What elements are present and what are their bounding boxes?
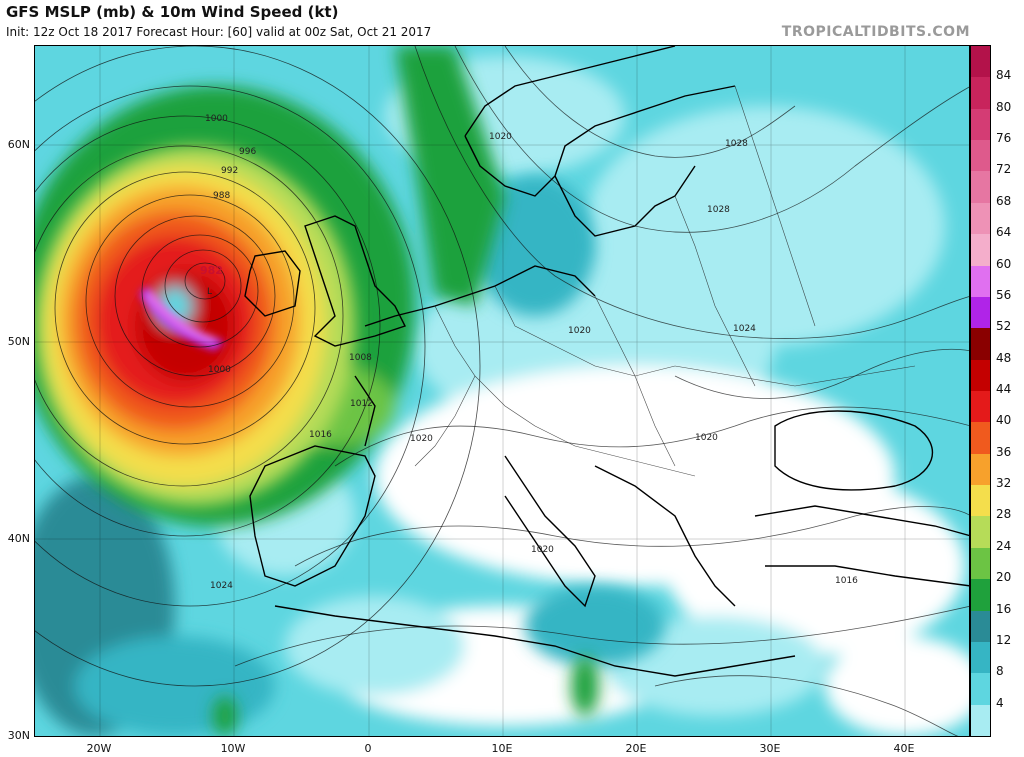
lon-label-20w: 20W <box>86 742 112 755</box>
colorbar-swatch <box>971 579 990 612</box>
colorbar-swatch <box>971 485 990 517</box>
isobar-label: 1008 <box>349 353 372 363</box>
isobars-low <box>35 46 481 687</box>
isobar-label: 1012 <box>350 399 373 409</box>
colorbar-tick-label: 40 <box>996 413 1012 428</box>
colorbar-swatch <box>971 422 990 455</box>
isobar-label: 1020 <box>568 326 591 336</box>
colorbar-swatch <box>971 171 990 204</box>
colorbar-tick-label: 8 <box>996 664 1004 679</box>
lat-label-40n: 40N <box>7 532 30 545</box>
colorbar-swatch <box>971 296 990 329</box>
colorbar-swatch <box>971 46 990 78</box>
colorbar-swatch <box>971 108 990 141</box>
colorbar-tick-label: 4 <box>996 695 1004 710</box>
wind-max-purple <box>139 286 225 351</box>
weather-map[interactable]: 1000 996 992 988 982 L 1020 1028 1028 10… <box>34 45 970 737</box>
wind-field-storm <box>35 146 355 506</box>
colorbar-tick-label: 44 <box>996 382 1012 396</box>
chart-subtitle: Init: 12z Oct 18 2017 Forecast Hour: [60… <box>6 25 432 39</box>
colorbar-tick-label: 60 <box>996 256 1012 271</box>
colorbar-swatch <box>971 453 990 486</box>
colorbar-swatch <box>971 704 990 736</box>
isobar-label: 1028 <box>707 205 730 215</box>
isobar-label: 1020 <box>531 545 554 555</box>
isobar-label: 996 <box>239 147 256 157</box>
lat-label-50n: 50N <box>7 335 30 348</box>
country-borders <box>414 85 916 477</box>
colorbar-tick-label: 84 <box>996 68 1012 83</box>
colorbar-swatch <box>971 391 990 423</box>
colorbar-tick-label: 12 <box>996 632 1012 647</box>
colorbar-tick-label: 52 <box>996 319 1012 334</box>
lon-label-30e: 30E <box>759 742 781 755</box>
isobars-continent <box>234 46 969 736</box>
colorbar-swatch <box>971 547 990 580</box>
colorbar-tick-label: 20 <box>996 570 1012 585</box>
lon-label-10w: 10W <box>220 742 246 755</box>
low-center-marker: L <box>207 287 212 297</box>
graticule <box>35 46 969 736</box>
colorbar-tick-label: 56 <box>996 287 1012 302</box>
lat-label-30n: 30N <box>7 729 30 742</box>
chart-title: GFS MSLP (mb) & 10m Wind Speed (kt) <box>6 3 339 21</box>
colorbar-tick-label: 24 <box>996 538 1012 553</box>
isobar-label: 1024 <box>210 581 233 591</box>
brand-watermark: TROPICALTIDBITS.COM <box>781 24 970 40</box>
isobar-label: 1016 <box>835 576 858 586</box>
colorbar-tick-label: 68 <box>996 193 1012 208</box>
isobar-label: 1020 <box>695 433 718 443</box>
isobar-label: 988 <box>213 191 230 201</box>
colorbar-tick-label: 76 <box>996 131 1012 146</box>
colorbar-tick-label: 72 <box>996 162 1012 177</box>
colorbar-tick-label: 64 <box>996 225 1012 240</box>
colorbar-swatch <box>971 673 990 706</box>
weather-map-svg: 1000 996 992 988 982 L 1020 1028 1028 10… <box>35 46 969 736</box>
isobar-label: 1016 <box>309 430 332 440</box>
colorbar-tick-label: 28 <box>996 507 1012 522</box>
lat-label-60n: 60N <box>7 138 30 151</box>
isobar-label: 1020 <box>489 132 512 142</box>
isobar-label: 1000 <box>208 365 231 375</box>
lon-label-20e: 20E <box>625 742 647 755</box>
lon-label-10e: 10E <box>491 742 513 755</box>
colorbar-swatch <box>971 359 990 392</box>
wind-speed-colorbar <box>970 45 991 737</box>
colorbar-swatch <box>971 641 990 674</box>
isobar-label: 1000 <box>205 114 228 124</box>
lon-label-40e: 40E <box>893 742 915 755</box>
colorbar-tick-label: 36 <box>996 444 1012 459</box>
colorbar-swatch <box>971 202 990 235</box>
colorbar-tick-label: 16 <box>996 601 1012 616</box>
colorbar-tick-label: 48 <box>996 350 1012 365</box>
colorbar-tick-label: 80 <box>996 99 1012 114</box>
isobar-label: 992 <box>221 166 238 176</box>
colorbar-tick-label: 32 <box>996 476 1012 491</box>
isobar-label: 1020 <box>410 434 433 444</box>
colorbar-swatch <box>971 516 990 549</box>
colorbar-swatch <box>971 328 990 361</box>
colorbar-swatch <box>971 77 990 110</box>
colorbar-swatch <box>971 265 990 298</box>
colorbar-swatch <box>971 610 990 643</box>
lon-label-0: 0 <box>364 742 372 755</box>
low-center-label: 982 <box>200 264 223 277</box>
colorbar-swatch <box>971 140 990 172</box>
isobar-label: 1028 <box>725 139 748 149</box>
isobar-label: 1024 <box>733 324 756 334</box>
colorbar-swatch <box>971 234 990 267</box>
